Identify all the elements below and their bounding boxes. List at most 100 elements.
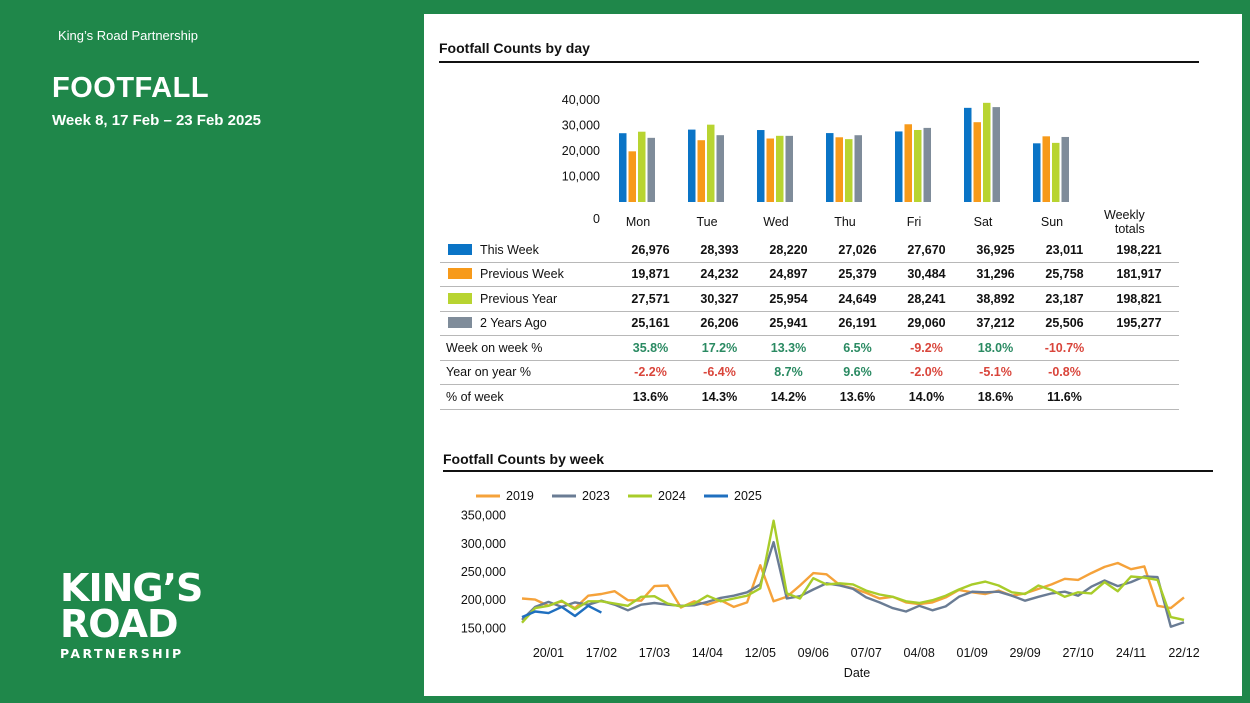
- weekly-total-cell: [1099, 384, 1179, 410]
- legend-label: 2024: [658, 489, 686, 503]
- legend-label: 2023: [582, 489, 610, 503]
- table-cell: 27,571: [616, 286, 685, 312]
- legend-swatch: [448, 243, 472, 255]
- table-cell: 27,670: [892, 238, 961, 263]
- series-name: 2 Years Ago: [480, 316, 547, 331]
- table-cell: 24,232: [685, 262, 754, 287]
- table-cell: 25,379: [823, 262, 892, 287]
- y-tick-label: 200,000: [461, 593, 506, 607]
- bar-previous-year: [707, 124, 715, 202]
- y-tick-label: 250,000: [461, 565, 506, 579]
- table-cell: 30,327: [685, 286, 754, 312]
- x-tick-label: 17/02: [586, 646, 617, 660]
- y-tick-label: 40,000: [562, 93, 600, 107]
- table-cell: 35.8%: [616, 335, 685, 361]
- table-cell: 26,206: [685, 311, 754, 336]
- legend-swatch: [448, 317, 472, 329]
- table-cell: 9.6%: [823, 360, 892, 385]
- series-label: 2 Years Ago: [440, 311, 616, 336]
- y-tick-label: 300,000: [461, 537, 506, 551]
- x-tick-label: 01/09: [957, 646, 988, 660]
- x-tick-label: 09/06: [798, 646, 829, 660]
- table-cell: 37,212: [961, 311, 1030, 336]
- bar-previous-week: [835, 137, 843, 202]
- series-label: Previous Year: [440, 286, 616, 312]
- bar-previous-week: [697, 140, 705, 202]
- table-cell: -2.0%: [892, 360, 961, 385]
- logo-line-1: KING’S: [60, 566, 203, 610]
- x-tick-label: 29/09: [1009, 646, 1040, 660]
- x-tick-label: Sat: [974, 215, 993, 229]
- table-cell: 6.5%: [823, 335, 892, 361]
- table-cell: 28,393: [685, 238, 754, 263]
- bar-2-years-ago: [716, 135, 724, 202]
- table-cell: 26,191: [823, 311, 892, 336]
- table-row: Year on year % -2.2% -6.4% 8.7% 9.6% -2.0% -5.…: [440, 360, 1179, 385]
- series-line-2025: [521, 604, 602, 619]
- bar-2-years-ago: [785, 135, 793, 202]
- table-cell: 30,484: [892, 262, 961, 287]
- bar-previous-week: [904, 124, 912, 202]
- weekly-totals-label-2: totals: [1114, 222, 1145, 236]
- bar-previous-week: [628, 151, 636, 202]
- bar-previous-year: [1052, 142, 1060, 202]
- bar-this-week: [1033, 143, 1041, 202]
- x-tick-label: 27/10: [1062, 646, 1093, 660]
- daily-bar-chart: 0 10,000 20,000 30,000 40,000 Mon Tue Wed Thu Fri…: [562, 93, 1069, 229]
- table-cell: 26,976: [616, 238, 685, 263]
- table-cell: 24,649: [823, 286, 892, 312]
- x-tick-label: 20/01: [533, 646, 564, 660]
- weekly-totals-header: Weekly totals: [1104, 208, 1145, 236]
- series-label: Previous Week: [440, 262, 616, 287]
- bar-this-week: [895, 131, 903, 202]
- table-cell: -0.8%: [1030, 360, 1099, 385]
- bar-previous-week: [973, 122, 981, 202]
- x-tick-label: Tue: [696, 215, 717, 229]
- table-cell: 14.3%: [685, 384, 754, 410]
- table-cell: 18.0%: [961, 335, 1030, 361]
- y-tick-label: 10,000: [562, 170, 600, 184]
- weekly-total-cell: 195,277: [1099, 311, 1179, 336]
- table-cell: 11.6%: [1030, 384, 1099, 410]
- table-cell: 25,506: [1030, 311, 1099, 336]
- table-cell: 23,011: [1030, 238, 1099, 263]
- table-cell: 24,897: [754, 262, 823, 287]
- table-row: Previous Week 19,871 24,232 24,897 25,379 30,…: [440, 262, 1179, 287]
- x-tick-label: Sun: [1041, 215, 1063, 229]
- table-row: Previous Year 27,571 30,327 25,954 24,649 28,…: [440, 286, 1179, 312]
- weekly-total-cell: [1099, 335, 1179, 361]
- table-cell: 36,925: [961, 238, 1030, 263]
- table-cell: 19,871: [616, 262, 685, 287]
- page-title: FOOTFALL: [52, 72, 210, 104]
- table-cell: 18.6%: [961, 384, 1030, 410]
- table-row: % of week 13.6% 14.3% 14.2% 13.6% 14.0% 18.6% 1…: [440, 384, 1179, 410]
- bar-previous-week: [766, 138, 774, 202]
- table-row: Week on week % 35.8% 17.2% 13.3% 6.5% -9.2% 18…: [440, 335, 1179, 361]
- x-tick-label: 07/07: [851, 646, 882, 660]
- y-tick-label: 150,000: [461, 621, 506, 635]
- brand-logo: KING’S ROAD PARTNERSHIP: [60, 566, 203, 661]
- x-tick-label: Mon: [626, 215, 650, 229]
- x-tick-label: 24/11: [1116, 646, 1146, 660]
- y-tick-label: 30,000: [562, 119, 600, 133]
- bar-previous-year: [914, 129, 922, 202]
- legend-label: 2025: [734, 489, 762, 503]
- series-name: This Week: [480, 242, 539, 257]
- x-tick-label: 17/03: [639, 646, 670, 660]
- report-panel: Footfall Counts by day 0 10,000 20,000 30,0…: [424, 14, 1242, 696]
- table-cell: 8.7%: [754, 360, 823, 385]
- table-cell: 38,892: [961, 286, 1030, 312]
- metric-label: Year on year %: [440, 360, 616, 385]
- weekly-total-cell: [1099, 360, 1179, 385]
- weekly-totals-label-1: Weekly: [1104, 208, 1145, 222]
- bar-previous-year: [983, 102, 991, 202]
- series-name: Previous Week: [480, 267, 564, 282]
- weekly-total-cell: 181,917: [1099, 262, 1179, 287]
- series-label: This Week: [440, 238, 616, 263]
- table-cell: 27,026: [823, 238, 892, 263]
- day-section-rule: [439, 61, 1199, 63]
- table-cell: -9.2%: [892, 335, 961, 361]
- day-section-title: Footfall Counts by day: [439, 40, 590, 56]
- table-cell: 14.0%: [892, 384, 961, 410]
- bar-previous-week: [1042, 136, 1050, 202]
